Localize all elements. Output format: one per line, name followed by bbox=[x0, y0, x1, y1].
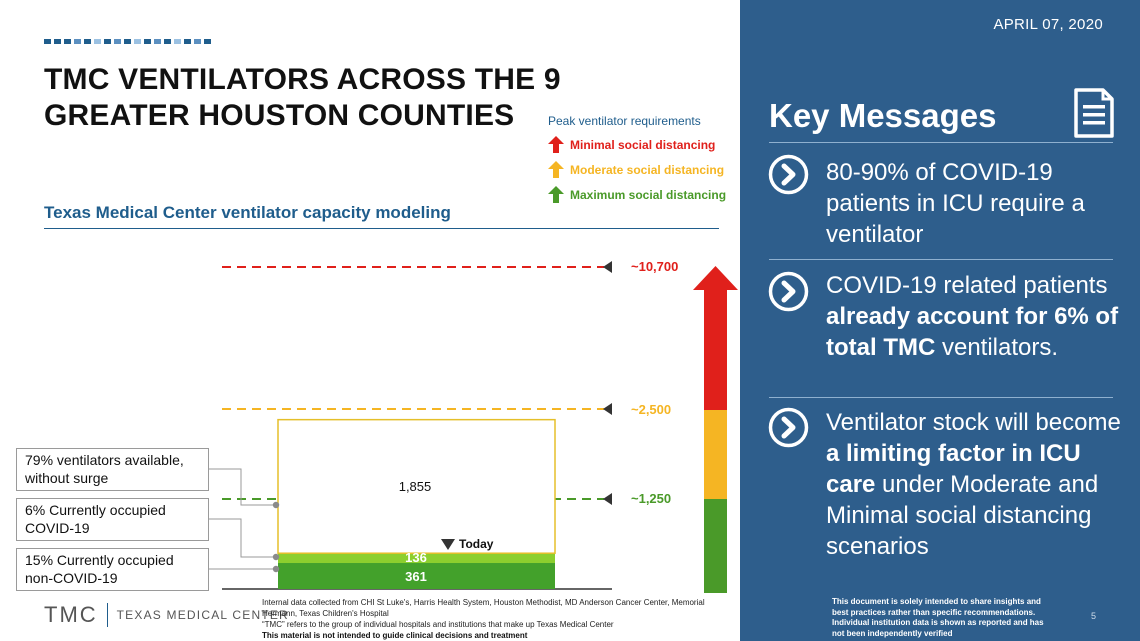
slide-date: APRIL 07, 2020 bbox=[993, 16, 1103, 33]
level-marker-icon bbox=[603, 403, 612, 415]
key-messages-panel: APRIL 07, 2020 Key Messages 80-90% of CO… bbox=[740, 0, 1140, 641]
key-message-divider bbox=[769, 397, 1113, 398]
arrow-up-icon bbox=[548, 136, 564, 153]
footnote-sources: Internal data collected from CHI St Luke… bbox=[262, 598, 705, 618]
level-marker-icon bbox=[603, 493, 612, 505]
chevron-right-circle-icon bbox=[768, 407, 809, 448]
key-message-divider bbox=[769, 259, 1113, 260]
decorative-dashes bbox=[44, 39, 214, 44]
capacity-chart bbox=[209, 261, 738, 593]
arrow-up-icon bbox=[548, 186, 564, 203]
legend-item-minimal: Minimal social distancing bbox=[548, 132, 743, 157]
panel-disclaimer: This document is solely intended to shar… bbox=[832, 597, 1044, 638]
footnote-disclaimer: This material is not intended to guide c… bbox=[262, 631, 528, 640]
document-icon bbox=[1074, 88, 1114, 138]
triangle-down-icon bbox=[441, 539, 455, 550]
callout-connector-dot bbox=[272, 501, 280, 509]
callout-connector-dot bbox=[272, 553, 280, 561]
today-label: Today bbox=[459, 537, 494, 551]
key-message-3: Ventilator stock will become a limiting … bbox=[826, 409, 1121, 560]
legend-label-minimal: Minimal social distancing bbox=[570, 137, 716, 152]
legend-item-moderate: Moderate social distancing bbox=[548, 157, 743, 182]
arrow-up-icon bbox=[693, 266, 738, 290]
bar-segment-available bbox=[277, 418, 556, 554]
tmc-logo-divider bbox=[106, 603, 108, 627]
key-message-1: 80-90% of COVID-19 patients in ICU requi… bbox=[826, 159, 1085, 248]
bar-segment-covid bbox=[278, 553, 555, 564]
callout-covid: 6% Currently occupied COVID-19 bbox=[16, 498, 209, 541]
callout-non-covid: 15% Currently occupied non-COVID-19 bbox=[16, 548, 209, 591]
footnote: Internal data collected from CHI St Luke… bbox=[262, 597, 732, 641]
tmc-logo: TMC TEXAS MEDICAL CENTER bbox=[44, 602, 289, 628]
legend-item-maximum: Maximum social distancing bbox=[548, 182, 743, 207]
bar-value-covid: 136 bbox=[405, 550, 427, 565]
scale-arrow-yellow bbox=[704, 409, 727, 499]
legend-label-maximum: Maximum social distancing bbox=[570, 187, 727, 202]
callout-connector bbox=[209, 518, 276, 558]
level-label-moderate: ~2,500 bbox=[631, 402, 672, 417]
callout-connector-dot bbox=[272, 565, 280, 573]
level-marker-icon bbox=[603, 261, 612, 273]
scale-arrow-red bbox=[704, 290, 727, 410]
legend: Peak ventilator requirements Minimal soc… bbox=[548, 114, 743, 207]
subtitle-rule bbox=[44, 228, 719, 229]
page-number: 5 bbox=[1091, 611, 1097, 621]
level-label-minimal: ~10,700 bbox=[631, 259, 679, 274]
tmc-logo-name: TEXAS MEDICAL CENTER bbox=[116, 608, 289, 622]
key-messages-rule bbox=[769, 142, 1113, 143]
bar-segment-non-covid bbox=[278, 563, 555, 589]
callout-connector bbox=[209, 468, 276, 506]
chevron-right-circle-icon bbox=[768, 154, 809, 195]
scale-arrow-green bbox=[704, 498, 727, 593]
legend-heading: Peak ventilator requirements bbox=[548, 114, 701, 128]
bar-value-non-covid: 361 bbox=[405, 569, 427, 584]
footnote-tmc-definition: “TMC” refers to the group of individual … bbox=[262, 620, 614, 629]
chevron-right-circle-icon bbox=[768, 271, 809, 312]
bar-value-available: 1,855 bbox=[398, 479, 432, 494]
arrow-up-icon bbox=[548, 161, 564, 178]
key-message-2: COVID-19 related patients already accoun… bbox=[826, 272, 1119, 361]
tmc-logo-letters: TMC bbox=[44, 602, 98, 627]
key-messages-title: Key Messages bbox=[769, 97, 997, 134]
slide-title: TMC VENTILATORS ACROSS THE 9 GREATER HOU… bbox=[44, 63, 561, 132]
callout-available: 79% ventilators available, without surge bbox=[16, 448, 209, 491]
chart-subtitle: Texas Medical Center ventilator capacity… bbox=[44, 203, 451, 222]
legend-label-moderate: Moderate social distancing bbox=[570, 162, 725, 177]
level-label-maximum: ~1,250 bbox=[631, 491, 672, 506]
